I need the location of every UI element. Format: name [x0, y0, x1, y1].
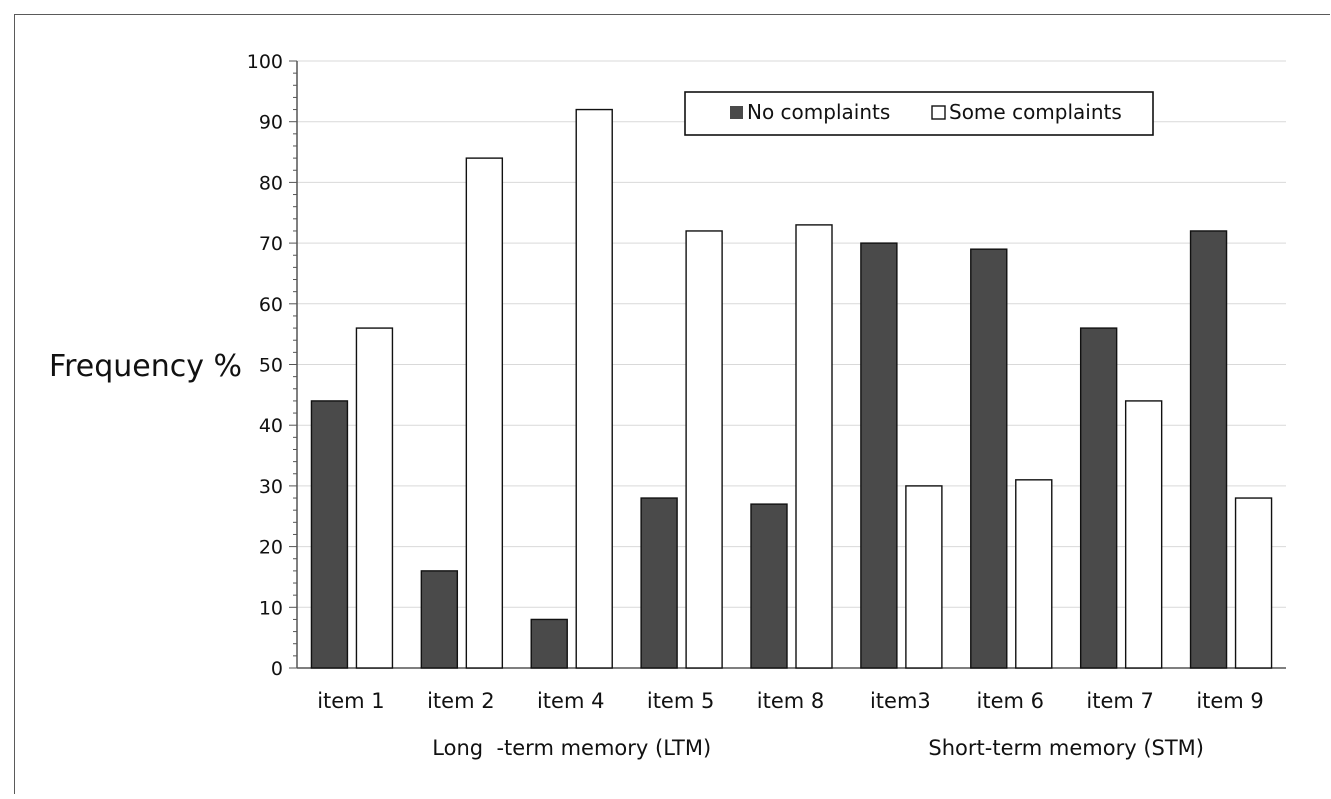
x-category-label: item 9: [1196, 689, 1263, 713]
legend-swatch-no-complaints: [730, 106, 743, 119]
bar-some-complaints: [1015, 479, 1053, 669]
y-tick-labels: 0 10 20 30 40 50 60 70 80 90 100: [247, 51, 283, 680]
x-category-label: item 2: [427, 689, 494, 713]
x-category-labels: item 1 item 2 item 4 item 5 item 8 item3 item …: [317, 689, 1264, 713]
legend-swatch-some-complaints: [931, 105, 946, 120]
bar-no-complaints: [640, 497, 678, 669]
legend: No complaints Some complaints: [684, 91, 1154, 136]
x-category-label: item 4: [537, 689, 604, 713]
x-category-label: item 5: [647, 689, 714, 713]
bar-some-complaints: [1234, 497, 1273, 669]
bar-no-complaints: [970, 248, 1008, 669]
bar-no-complaints: [310, 400, 349, 669]
x-category-label: item 8: [757, 689, 824, 713]
x-category-label: item 1: [317, 689, 384, 713]
bar-no-complaints: [1079, 327, 1118, 669]
bar-some-complaints: [795, 224, 833, 669]
y-tick-label: 100: [247, 51, 283, 73]
bar-no-complaints: [750, 503, 788, 669]
y-tick-label: 0: [271, 658, 283, 680]
bar-some-complaints: [905, 485, 943, 669]
x-group-labels: Long -term memory (LTM) Short-term memory…: [432, 736, 1204, 760]
y-tick-label: 80: [259, 172, 283, 194]
y-tick-label: 60: [259, 294, 283, 316]
y-tick-label: 30: [259, 476, 283, 498]
bar-some-complaints: [685, 230, 723, 669]
bar-no-complaints: [420, 570, 459, 669]
axes: [289, 60, 1286, 669]
bar-some-complaints: [465, 157, 504, 669]
bar-some-complaints: [1124, 400, 1163, 669]
y-tick-label: 50: [259, 355, 283, 377]
legend-label-no-complaints: No complaints: [747, 100, 890, 124]
legend-box: [684, 91, 1154, 136]
bar-no-complaints: [530, 618, 568, 669]
y-tick-label: 10: [259, 597, 283, 619]
x-category-label: item3: [870, 689, 931, 713]
x-group-label: Short-term memory (STM): [928, 736, 1204, 760]
bar-no-complaints: [860, 242, 898, 669]
y-tick-label: 40: [259, 415, 283, 437]
chart-frame: 0 10 20 30 40 50 60 70 80 90 100 item 1 item 2 item …: [14, 14, 1330, 794]
y-axis-label: Frequency %: [49, 349, 242, 384]
y-tick-label: 20: [259, 537, 283, 559]
bar-no-complaints: [1189, 230, 1228, 669]
bar-some-complaints: [355, 327, 394, 669]
bar-some-complaints: [575, 108, 613, 669]
bars: [310, 108, 1273, 669]
y-tick-label: 70: [259, 233, 283, 255]
x-category-label: item 6: [977, 689, 1044, 713]
x-category-label: item 7: [1086, 689, 1153, 713]
x-group-label: Long -term memory (LTM): [432, 736, 711, 760]
y-tick-label: 90: [259, 112, 283, 134]
legend-label-some-complaints: Some complaints: [949, 100, 1122, 124]
